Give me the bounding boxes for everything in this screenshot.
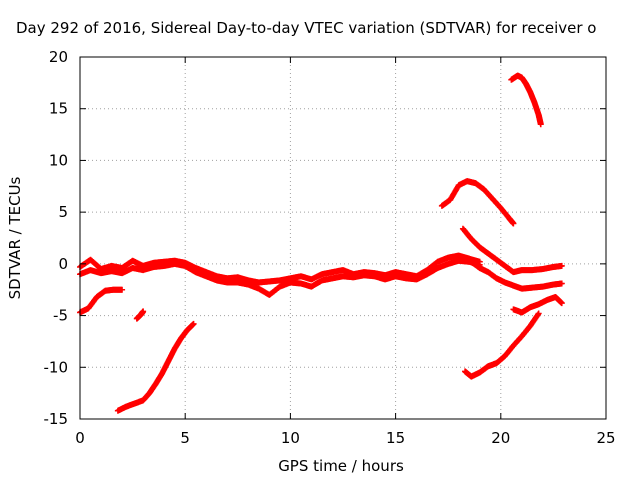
series-descending-a [459, 225, 565, 276]
series-morning-climb [114, 320, 197, 414]
y-axis-label: SDTVAR / TECUs [6, 176, 24, 299]
y-tick-label: 5 [58, 203, 68, 221]
data-point [119, 286, 126, 293]
series-late-low [510, 293, 565, 316]
x-tick-label: 0 [75, 429, 85, 447]
y-tick-label: 10 [49, 151, 68, 169]
y-tick-label: 20 [49, 48, 68, 66]
data-point [558, 262, 565, 269]
chart-title: Day 292 of 2016, Sidereal Day-to-day VTE… [16, 19, 596, 37]
y-tick-label: 0 [58, 255, 68, 273]
series-evening-hump [438, 178, 517, 227]
x-tick-label: 20 [491, 429, 510, 447]
data-points [77, 72, 565, 414]
data-point [535, 310, 542, 317]
data-point [537, 121, 544, 128]
series-descending-b [459, 254, 565, 292]
axis-ticks: 0 5 10 15 20 25 -15 -10 -5 0 5 10 15 20 [44, 48, 616, 447]
data-point [558, 300, 565, 307]
series-early-rise [77, 286, 126, 316]
x-axis-label: GPS time / hours [278, 457, 404, 475]
series-late-rise [462, 310, 542, 380]
data-point [558, 280, 565, 287]
series-late-peak [508, 72, 544, 128]
y-tick-label: 15 [49, 100, 68, 118]
x-tick-label: 5 [180, 429, 190, 447]
y-tick-label: -15 [44, 410, 69, 428]
grid-lines [80, 57, 606, 419]
x-tick-label: 10 [281, 429, 300, 447]
data-point [140, 308, 147, 315]
x-tick-label: 15 [386, 429, 405, 447]
data-point [510, 220, 517, 227]
x-tick-label: 25 [596, 429, 615, 447]
series-short-segment [133, 308, 147, 322]
plot-frame [79, 56, 607, 420]
y-tick-label: -10 [44, 358, 69, 376]
data-point [190, 320, 197, 327]
y-tick-label: -5 [53, 307, 68, 325]
